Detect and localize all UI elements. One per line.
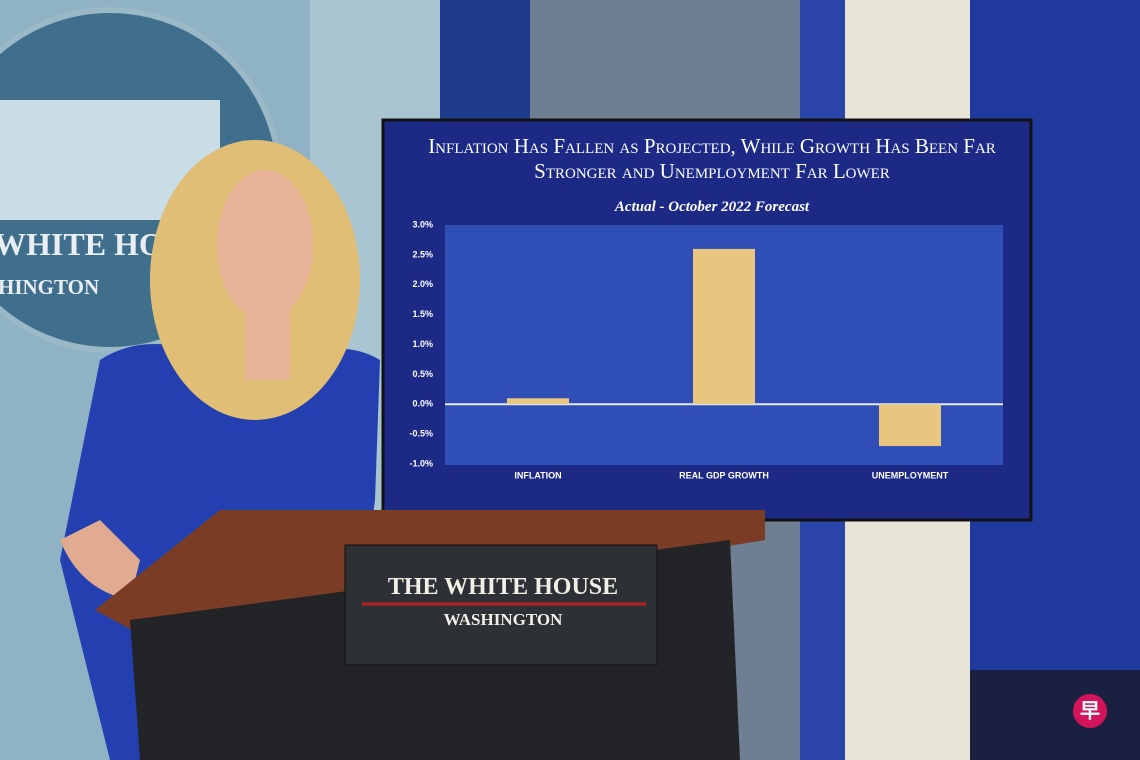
hand — [60, 520, 140, 600]
neck — [245, 310, 290, 380]
podium-text: WASHINGTON — [444, 610, 563, 629]
desk — [970, 670, 1140, 760]
bar — [507, 398, 569, 405]
y-tick-label: 0.5% — [412, 369, 433, 379]
bar — [693, 248, 755, 405]
wall-sign-text: HINGTON — [0, 275, 99, 299]
y-tick-label: 2.5% — [412, 249, 433, 259]
y-tick-label: 2.0% — [412, 279, 433, 289]
y-tick-label: 3.0% — [412, 219, 433, 229]
chart-subtitle: Actual - October 2022 Forecast — [614, 199, 810, 215]
watermark: 早 — [1080, 700, 1100, 722]
x-tick-label: INFLATION — [514, 470, 561, 480]
chart: -1.0% -0.5% 0.0% 0.5% 1.0% 1.5% 2.0% 2.5% 3.0% IN… — [409, 219, 1003, 480]
y-tick-label: 1.0% — [412, 339, 433, 349]
chart-title: Inflation Has Fallen as Projected, While… — [428, 134, 996, 183]
face — [217, 170, 313, 320]
y-tick-label: -0.5% — [409, 429, 433, 439]
watermark-badge — [1073, 694, 1107, 728]
x-tick-label: REAL GDP GROWTH — [679, 470, 769, 480]
y-tick-label: 0.0% — [412, 399, 433, 409]
y-tick-label: -1.0% — [409, 458, 433, 468]
podium-text: THE WHITE HOUSE — [388, 574, 618, 600]
y-tick-label: 1.5% — [412, 309, 433, 319]
x-tick-label: UNEMPLOYMENT — [872, 470, 949, 480]
bar — [879, 404, 941, 447]
